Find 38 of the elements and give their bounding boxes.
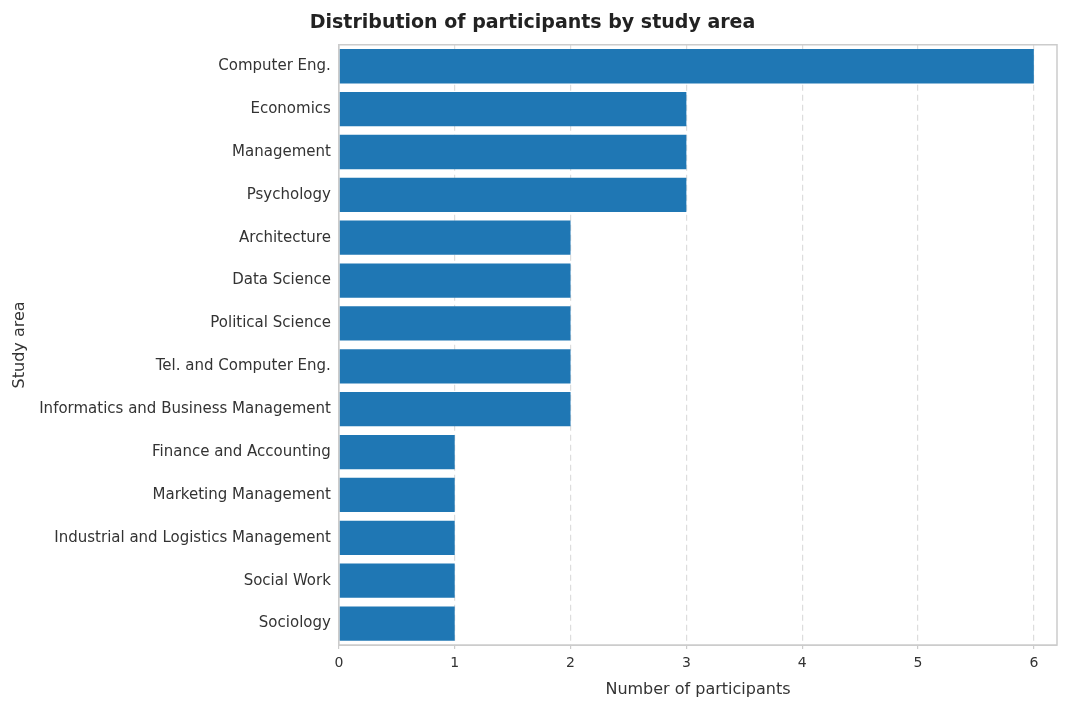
bar bbox=[339, 91, 687, 127]
y-tick-label: Data Science bbox=[232, 270, 331, 289]
bar bbox=[339, 220, 571, 255]
bar bbox=[339, 306, 571, 341]
y-tick-label: Economics bbox=[250, 99, 332, 117]
bar bbox=[339, 177, 687, 212]
bar bbox=[339, 134, 687, 170]
x-tick-label: 1 bbox=[450, 654, 460, 671]
y-axis-title: Study area bbox=[8, 301, 28, 389]
y-tick-label: Marketing Management bbox=[152, 484, 331, 503]
bar bbox=[339, 477, 455, 513]
y-tick-label: Tel. and Computer Eng. bbox=[154, 356, 331, 375]
y-tick-label: Architecture bbox=[239, 227, 331, 246]
y-tick-label: Sociology bbox=[258, 613, 331, 632]
x-tick-label: 6 bbox=[1029, 654, 1039, 671]
x-tick-label: 0 bbox=[334, 654, 344, 671]
bar bbox=[339, 392, 571, 427]
y-tick-label: Informatics and Business Management bbox=[39, 399, 332, 418]
bar bbox=[339, 563, 455, 598]
y-tick-label: Psychology bbox=[246, 184, 331, 203]
bar bbox=[339, 49, 1034, 84]
bar bbox=[339, 349, 571, 384]
y-tick-label: Political Science bbox=[210, 313, 331, 332]
y-tick-label: Management bbox=[232, 141, 331, 160]
y-tick-label: Finance and Accounting bbox=[151, 441, 331, 460]
y-tick-label: Social Work bbox=[243, 570, 332, 589]
y-tick-label: Computer Eng. bbox=[218, 56, 331, 75]
y-tick-label: Industrial and Logistics Management bbox=[54, 527, 331, 546]
x-axis-title: Number of participants bbox=[605, 678, 791, 698]
x-tick-label: 2 bbox=[566, 654, 575, 671]
x-tick-label: 3 bbox=[681, 654, 691, 671]
x-tick-label: 5 bbox=[913, 654, 923, 671]
bar bbox=[339, 520, 455, 555]
chart-title: Distribution of participants by study area bbox=[309, 10, 756, 33]
x-tick-label: 4 bbox=[797, 654, 807, 671]
bar bbox=[339, 263, 571, 298]
bar bbox=[339, 606, 455, 641]
bar bbox=[339, 434, 455, 470]
